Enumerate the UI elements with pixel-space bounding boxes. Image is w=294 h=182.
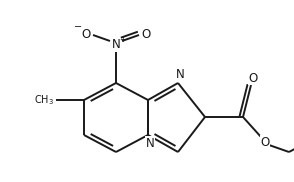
Text: N: N [176, 68, 184, 81]
Text: O: O [141, 29, 151, 41]
Text: CH$_3$: CH$_3$ [34, 93, 54, 107]
Text: −: − [74, 22, 82, 32]
Text: O: O [248, 72, 258, 84]
Text: +: + [120, 35, 126, 43]
Text: O: O [260, 136, 270, 149]
Text: N: N [112, 39, 120, 52]
Text: O: O [81, 29, 91, 41]
Text: N: N [146, 137, 154, 150]
